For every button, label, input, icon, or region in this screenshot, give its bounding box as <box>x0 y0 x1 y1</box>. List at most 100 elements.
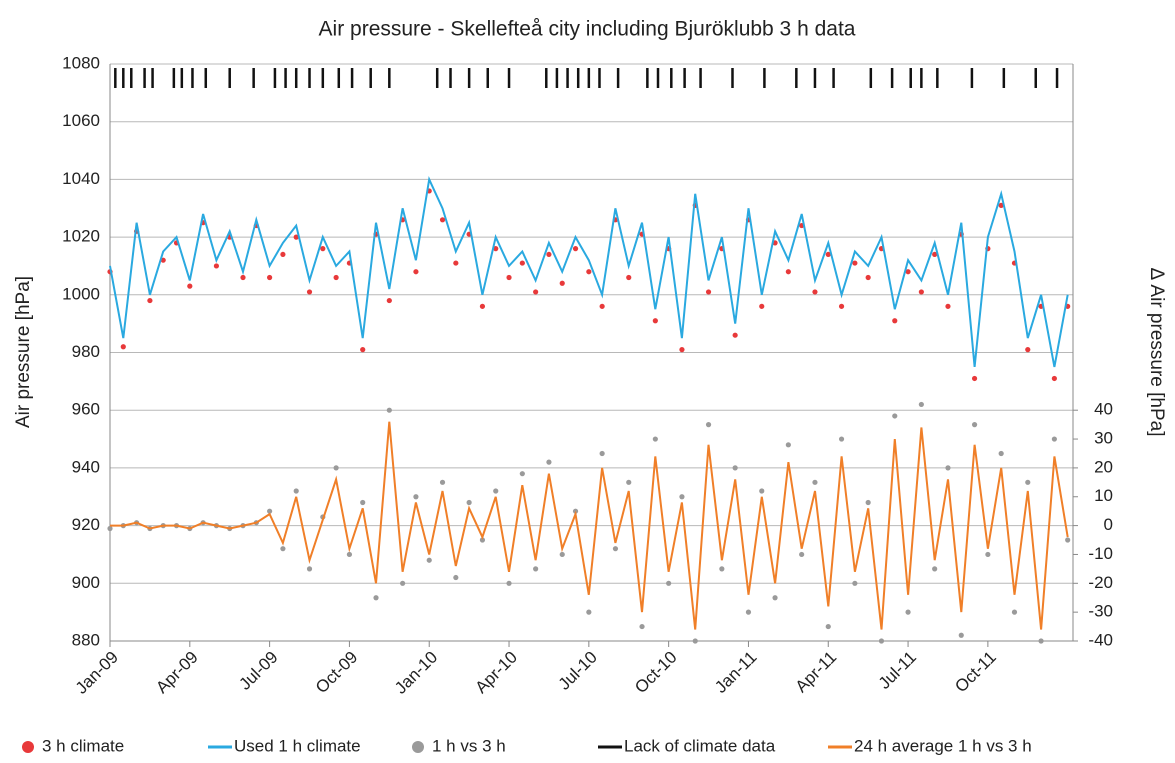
point <box>971 375 978 382</box>
point <box>705 289 712 295</box>
point <box>705 422 712 428</box>
point <box>400 580 406 586</box>
point <box>360 347 366 353</box>
point <box>267 274 273 281</box>
point <box>493 488 499 494</box>
point <box>586 269 592 275</box>
point <box>586 609 592 615</box>
point <box>759 303 765 309</box>
y-tick-label: 1000 <box>62 284 100 303</box>
point <box>892 318 898 324</box>
point <box>745 609 752 615</box>
point <box>612 546 619 552</box>
point <box>998 202 1004 208</box>
point <box>386 407 392 413</box>
point <box>732 332 738 338</box>
point <box>918 401 924 408</box>
point <box>772 595 778 601</box>
y-tick-label: 1080 <box>62 53 100 72</box>
point <box>386 297 392 304</box>
x-tick-label: Jan-11 <box>711 648 760 697</box>
x-tick-label: Apr-09 <box>152 648 202 698</box>
point <box>559 551 565 558</box>
point <box>533 289 539 295</box>
point <box>360 499 366 506</box>
y-tick-label: 900 <box>72 573 100 592</box>
y2-tick-label: -10 <box>1088 544 1113 563</box>
point <box>187 283 193 289</box>
point <box>147 297 153 304</box>
x-tick-label: Oct-09 <box>312 648 362 698</box>
point <box>506 580 512 586</box>
point <box>333 274 339 281</box>
point <box>546 459 552 465</box>
y-tick-label: 1040 <box>62 169 100 188</box>
point <box>373 595 379 601</box>
point <box>998 450 1004 457</box>
y2-tick-label: 0 <box>1104 515 1113 534</box>
point <box>626 479 632 485</box>
point <box>1025 479 1031 485</box>
y2-tick-label: -20 <box>1088 573 1113 592</box>
point <box>320 246 326 252</box>
y-tick-label: 920 <box>72 515 100 534</box>
point <box>466 499 472 506</box>
x-tick-label: Apr-10 <box>472 648 522 698</box>
point <box>1051 375 1057 382</box>
y2-axis-label: Δ Air pressure [hPa] <box>1146 268 1167 437</box>
point <box>652 318 658 324</box>
point <box>572 246 579 252</box>
point <box>546 251 552 258</box>
point <box>280 251 286 258</box>
point <box>599 450 605 457</box>
point <box>918 289 924 295</box>
point <box>333 465 339 471</box>
point <box>213 263 220 269</box>
point <box>799 551 805 558</box>
legend-label: 1 h vs 3 h <box>432 736 506 755</box>
point <box>1038 638 1044 644</box>
x-tick-label: Jul-11 <box>875 648 920 693</box>
point <box>945 465 951 471</box>
point <box>785 442 791 448</box>
point <box>852 260 858 266</box>
point <box>267 508 273 514</box>
point <box>825 623 831 630</box>
legend-swatch <box>22 741 34 753</box>
y-tick-label: 880 <box>72 630 100 649</box>
point <box>1065 537 1071 543</box>
y-tick-label: 1060 <box>62 111 100 130</box>
point <box>426 557 432 563</box>
point <box>626 274 632 281</box>
point <box>652 436 658 442</box>
point <box>1051 436 1057 442</box>
point <box>905 269 911 275</box>
y-axis-label: Air pressure [hPa] <box>13 276 34 428</box>
point <box>785 269 791 275</box>
y2-tick-label: 40 <box>1094 400 1113 419</box>
point <box>666 580 672 586</box>
point <box>599 303 605 309</box>
point <box>519 260 525 266</box>
point <box>932 566 938 572</box>
point <box>892 413 898 419</box>
y-tick-label: 940 <box>72 457 100 476</box>
point <box>971 422 978 428</box>
point <box>240 274 246 281</box>
point <box>479 303 486 309</box>
point <box>825 251 831 258</box>
point <box>905 609 911 615</box>
y-tick-label: 1020 <box>62 227 100 246</box>
y2-tick-label: -30 <box>1088 602 1113 621</box>
y-tick-label: 980 <box>72 342 100 361</box>
point <box>1011 609 1018 615</box>
point <box>732 465 738 471</box>
x-tick-label: Jan-10 <box>391 648 441 698</box>
point <box>719 566 725 572</box>
x-tick-label: Jul-09 <box>235 648 281 694</box>
x-tick-label: Apr-11 <box>792 648 841 697</box>
point <box>852 580 858 586</box>
point <box>439 479 446 485</box>
point <box>985 551 991 558</box>
